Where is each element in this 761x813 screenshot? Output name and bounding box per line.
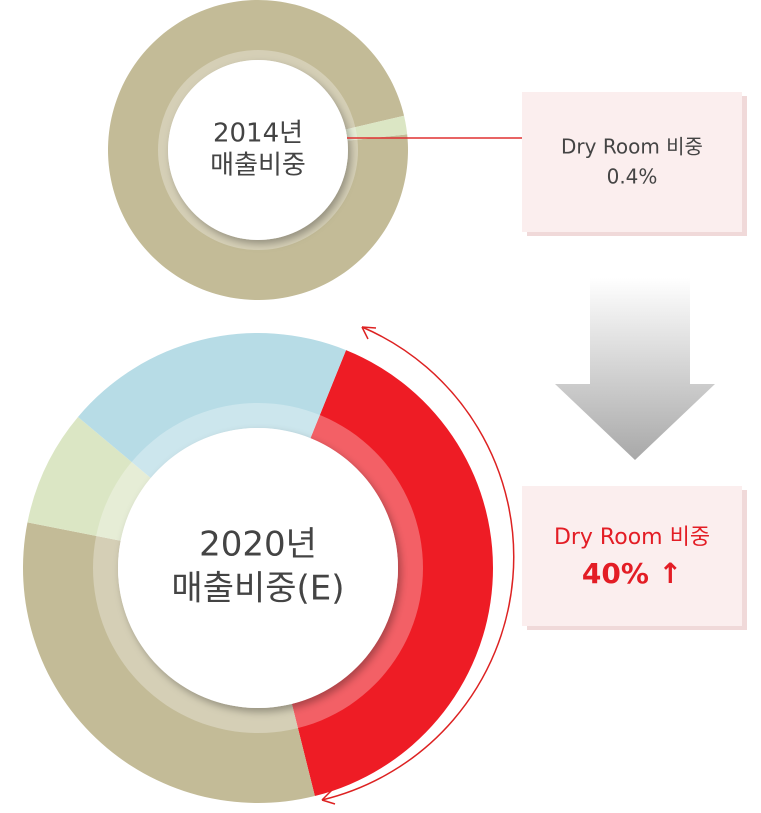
donut-segment: [107, 0, 408, 300]
center-label: 2020년: [199, 525, 317, 565]
center-disc: [168, 60, 348, 240]
donut-segment: [77, 332, 347, 479]
center-label: 매출비중(E): [171, 569, 344, 609]
callout-box: [522, 486, 742, 626]
bracket-arc: [321, 326, 515, 801]
donut-segment: [22, 522, 315, 803]
donut-segment: [291, 350, 493, 797]
center-disc: [118, 428, 398, 708]
callout-value: 40% ↑: [582, 557, 682, 590]
center-label: 2014년: [213, 119, 303, 149]
callout-label: Dry Room 비중: [561, 135, 703, 159]
down-arrow: [555, 278, 715, 460]
callout-label: Dry Room 비중: [554, 525, 710, 550]
bracket-arrowhead: [361, 326, 377, 340]
callout-box: [522, 92, 742, 232]
center-label: 매출비중: [210, 151, 306, 181]
callout-value: 0.4%: [607, 165, 658, 189]
donut-segment: [345, 115, 408, 141]
donut-segment: [27, 416, 151, 541]
bracket-arrowhead: [321, 789, 336, 805]
